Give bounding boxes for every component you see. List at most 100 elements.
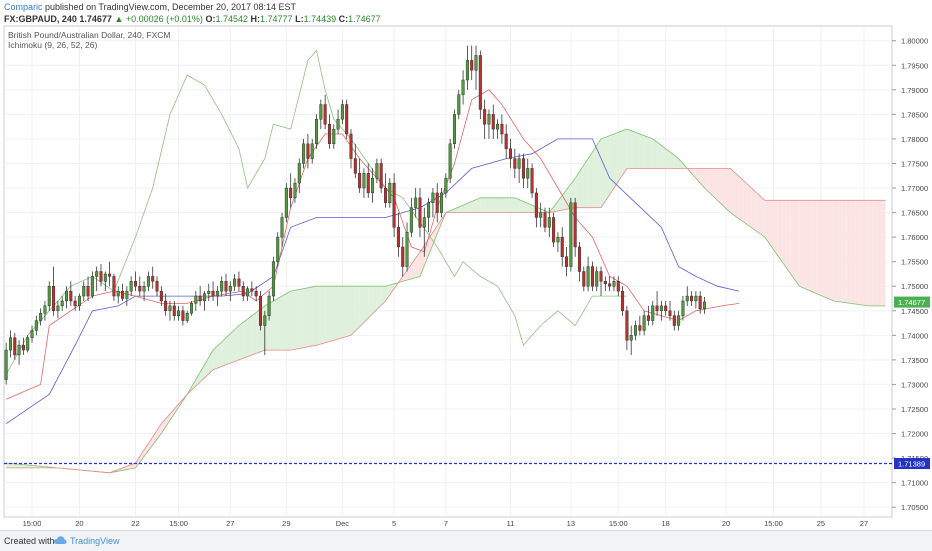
- candle-down: [289, 188, 292, 198]
- x-tick-label: 18: [662, 519, 670, 528]
- candle-up: [548, 217, 551, 227]
- candle-up: [126, 291, 129, 298]
- candle-up: [488, 114, 491, 124]
- candle-up: [337, 119, 340, 129]
- candle-up: [57, 306, 60, 311]
- candle-down: [647, 316, 650, 321]
- candle-up: [341, 105, 344, 120]
- candle-up: [587, 267, 590, 287]
- x-tick-label: Dec: [336, 519, 350, 528]
- candle-up: [104, 274, 107, 281]
- cloud-segment-bearish: [743, 180, 747, 224]
- cloud-segment-bullish: [342, 286, 346, 338]
- candle-down: [582, 272, 585, 287]
- cloud-segment-bearish: [804, 200, 808, 290]
- y-tick-label: 1.79000: [901, 86, 928, 95]
- cloud-segment-bullish: [299, 289, 303, 349]
- candle-up: [475, 55, 478, 70]
- candle-up: [65, 291, 68, 301]
- y-tick-label: 1.74000: [901, 331, 928, 340]
- candle-up: [410, 208, 413, 233]
- cloud-segment-bullish: [515, 198, 519, 213]
- candle-up: [276, 237, 279, 262]
- cloud-segment-bullish: [282, 294, 286, 350]
- cloud-segment-bearish: [834, 200, 838, 301]
- price-chart[interactable]: 1.800001.795001.790001.785001.780001.775…: [0, 0, 932, 530]
- cloud-segment-bullish: [286, 291, 290, 350]
- candle-up: [18, 345, 21, 355]
- candle-up: [5, 350, 8, 379]
- candle-down: [401, 247, 404, 267]
- candle-down: [673, 316, 676, 326]
- candle-up: [406, 232, 409, 266]
- y-tick-label: 1.77500: [901, 159, 928, 168]
- cloud-segment-bullish: [605, 136, 609, 201]
- candle-up: [518, 159, 521, 169]
- candle-up: [190, 303, 193, 313]
- candle-down: [608, 284, 611, 286]
- cloud-segment-bearish: [752, 188, 756, 231]
- y-tick-label: 1.72000: [901, 430, 928, 439]
- cloud-segment-bullish: [657, 142, 661, 168]
- candle-up: [570, 203, 573, 267]
- candle-up: [677, 316, 680, 326]
- candle-up: [203, 294, 206, 301]
- candle-up: [311, 144, 314, 159]
- candle-down: [639, 326, 642, 331]
- cloud-segment-bullish: [325, 286, 329, 342]
- tradingview-brand-link[interactable]: TradingView: [70, 536, 120, 546]
- candle-down: [617, 281, 620, 291]
- x-tick-label: 20: [75, 519, 83, 528]
- candle-down: [419, 198, 422, 227]
- cloud-segment-bullish: [230, 330, 234, 364]
- candle-up: [651, 306, 654, 321]
- candle-up: [82, 286, 85, 296]
- cloud-segment-bearish: [808, 200, 812, 291]
- cloud-segment-bearish: [838, 200, 842, 302]
- candle-up: [595, 272, 598, 287]
- cloud-segment-bearish: [842, 200, 846, 302]
- cloud-segment-bearish: [791, 200, 795, 280]
- x-tick-label: 15:00: [23, 519, 42, 528]
- plot-area: [4, 26, 892, 517]
- candle-down: [436, 193, 439, 213]
- cloud-segment-bearish: [769, 200, 773, 249]
- candle-down: [397, 227, 400, 247]
- candle-down: [483, 109, 486, 124]
- y-tick-label: 1.72500: [901, 405, 928, 414]
- cloud-segment-bearish: [868, 200, 872, 306]
- cloud-segment-bearish: [713, 168, 717, 200]
- candle-down: [393, 183, 396, 227]
- candle-down: [531, 168, 534, 193]
- candle-down: [13, 338, 16, 355]
- candle-down: [345, 105, 348, 134]
- cloud-segment-bearish: [864, 200, 868, 306]
- candle-up: [246, 289, 249, 296]
- candle-up: [557, 237, 560, 242]
- cloud-segment-bullish: [584, 159, 588, 208]
- candle-up: [95, 272, 98, 277]
- candle-down: [578, 247, 581, 272]
- y-tick-label: 1.73000: [901, 380, 928, 389]
- candle-down: [522, 159, 525, 179]
- x-tick-label: 7: [444, 519, 448, 528]
- cloud-segment-bullish: [661, 145, 665, 168]
- candle-down: [138, 286, 141, 291]
- candle-up: [643, 316, 646, 331]
- cloud-segment-bearish: [709, 168, 713, 196]
- candle-up: [26, 338, 29, 350]
- cloud-segment-bullish: [312, 286, 316, 346]
- cloud-segment-bullish: [243, 319, 247, 358]
- cloud-segment-bullish: [334, 286, 338, 340]
- cloud-segment-bearish: [765, 200, 769, 243]
- candle-up: [143, 286, 146, 291]
- cloud-segment-bullish: [489, 198, 493, 213]
- candle-up: [195, 296, 198, 303]
- candle-down: [22, 345, 25, 350]
- indicator-label[interactable]: Ichimoku (9, 26, 52, 26): [8, 40, 97, 50]
- chart-title: British Pound/Australian Dollar, 240, FX…: [8, 30, 171, 40]
- candle-up: [695, 296, 698, 301]
- candle-up: [414, 198, 417, 208]
- candle-up: [147, 276, 150, 286]
- cloud-segment-bearish: [873, 200, 877, 306]
